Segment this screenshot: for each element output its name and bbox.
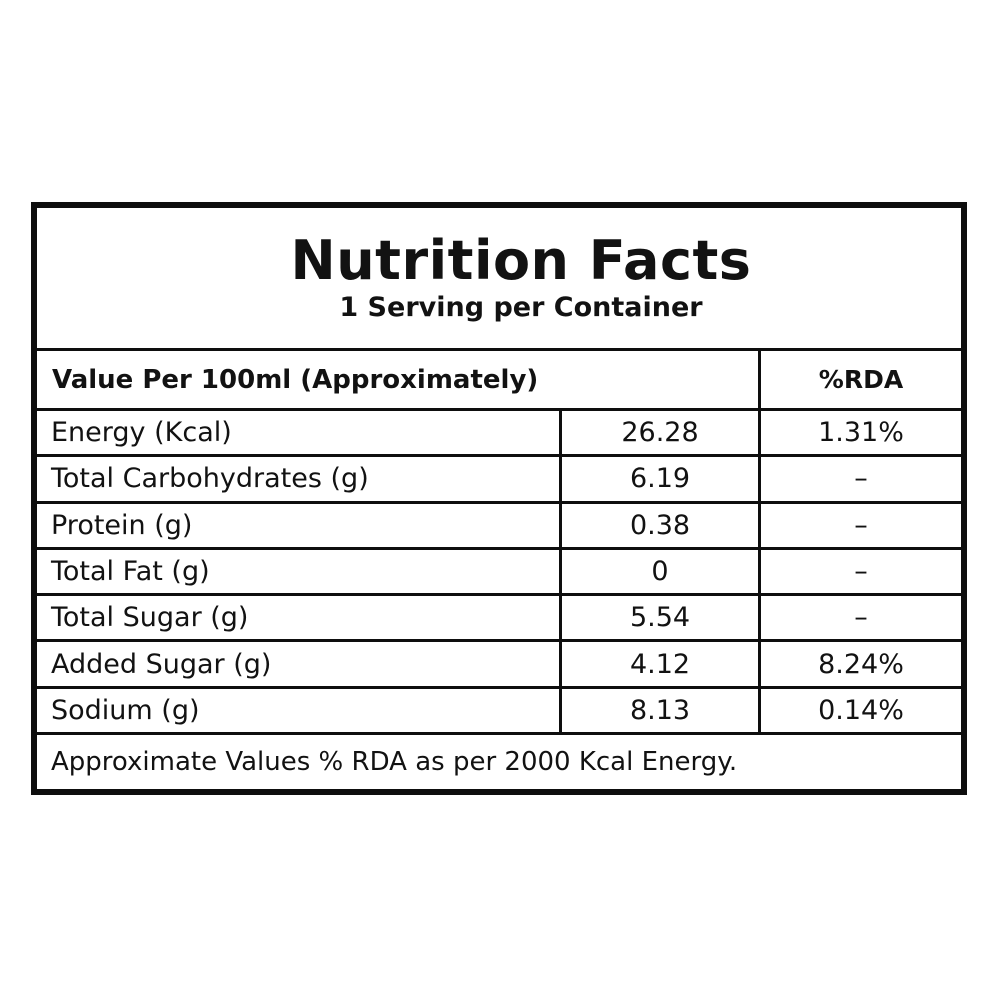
nutrient-rda: 1.31% (758, 411, 961, 455)
nutrient-value: 8.13 (559, 688, 758, 732)
nutrient-rda: – (758, 549, 961, 594)
table-row-total-carbohydrates: Total Carbohydrates (g) 6.19 – (37, 457, 961, 504)
nutrient-value: 0 (559, 549, 758, 594)
table-row-sodium: Sodium (g) 8.13 0.14% (37, 688, 961, 735)
label-title: Nutrition Facts (290, 229, 752, 293)
label-footnote: Approximate Values % RDA as per 2000 Kca… (51, 746, 738, 777)
table-header-row: Value Per 100ml (Approximately) %RDA (37, 351, 961, 411)
nutrient-value: 4.12 (559, 642, 758, 686)
nutrient-value: 0.38 (559, 503, 758, 547)
column-header-value-per-100ml: Value Per 100ml (Approximately) (52, 364, 539, 395)
nutrient-name: Energy (Kcal) (51, 417, 232, 449)
nutrient-name: Total Sugar (g) (51, 602, 249, 634)
column-header-rda: %RDA (758, 351, 961, 408)
nutrient-name: Total Fat (g) (51, 555, 210, 587)
table-row-energy: Energy (Kcal) 26.28 1.31% (37, 411, 961, 458)
table-row-protein: Protein (g) 0.38 – (37, 503, 961, 550)
nutrient-value: 26.28 (559, 411, 758, 455)
nutrition-facts-label: Nutrition Facts 1 Serving per Container … (31, 202, 967, 795)
nutrient-name: Added Sugar (g) (51, 648, 272, 680)
nutrient-name: Sodium (g) (51, 694, 200, 726)
nutrient-value: 6.19 (559, 457, 758, 501)
nutrient-rda: – (758, 596, 961, 640)
nutrient-rda: 8.24% (758, 642, 961, 686)
nutrient-name: Total Carbohydrates (g) (51, 463, 369, 495)
label-subtitle: 1 Serving per Container (339, 291, 703, 323)
label-title-block: Nutrition Facts 1 Serving per Container (37, 208, 961, 351)
nutrient-rda: 0.14% (758, 688, 961, 732)
nutrient-rda: – (758, 503, 961, 547)
nutrient-name: Protein (g) (51, 509, 193, 541)
table-row-total-sugar: Total Sugar (g) 5.54 – (37, 596, 961, 643)
nutrient-rda: – (758, 457, 961, 501)
table-row-added-sugar: Added Sugar (g) 4.12 8.24% (37, 642, 961, 689)
table-row-total-fat: Total Fat (g) 0 – (37, 549, 961, 597)
nutrient-value: 5.54 (559, 596, 758, 640)
